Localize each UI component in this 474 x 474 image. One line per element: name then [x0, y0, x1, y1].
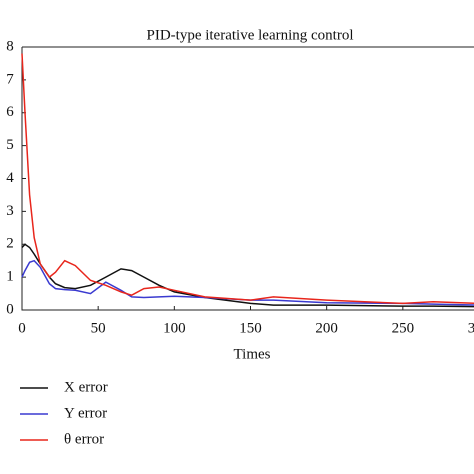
- x-axis-label: Times: [234, 346, 271, 362]
- y-tick-label: 7: [6, 71, 14, 87]
- x-tick-label: 100: [163, 320, 186, 336]
- x-tick-label: 250: [392, 320, 415, 336]
- data-line: [21, 53, 474, 305]
- legend-label: X error: [64, 379, 108, 395]
- y-tick-label: 1: [6, 269, 14, 285]
- y-tick-label: 8: [6, 38, 14, 54]
- y-tick-label: 4: [6, 170, 14, 186]
- y-tick-label: 6: [6, 104, 14, 120]
- y-tick-label: 2: [6, 236, 14, 252]
- y-tick-label: 3: [6, 203, 14, 219]
- y-tick-label: 0: [6, 301, 14, 317]
- x-tick-label: 300: [468, 320, 474, 336]
- data-line: [21, 243, 474, 308]
- legend-label: θ error: [64, 431, 104, 447]
- data-line: [21, 259, 474, 306]
- x-tick-label: 150: [239, 320, 262, 336]
- x-tick-label: 200: [315, 320, 338, 336]
- x-tick-label: 0: [18, 320, 26, 336]
- legend-label: Y error: [64, 405, 107, 421]
- chart-title: PID-type iterative learning control: [146, 27, 353, 43]
- y-tick-label: 5: [6, 137, 14, 153]
- x-tick-label: 50: [91, 320, 106, 336]
- axes-frame: [21, 46, 474, 311]
